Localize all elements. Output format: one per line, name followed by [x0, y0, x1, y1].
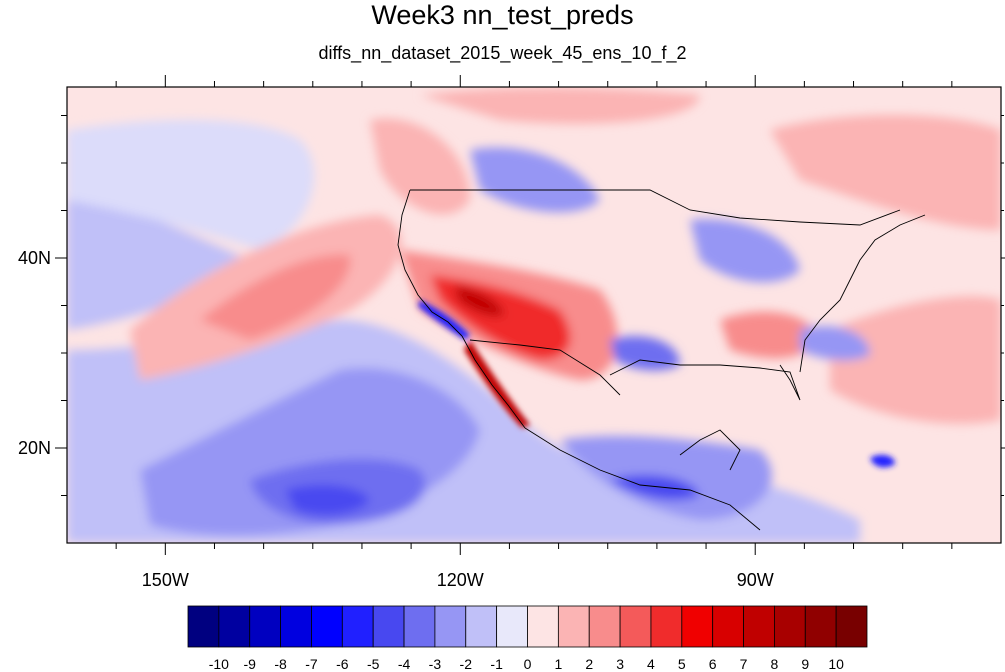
map-title: Week3 nn_test_preds — [371, 0, 634, 30]
pacific-blue-region-west — [67, 190, 250, 330]
colorbar-swatch — [311, 605, 343, 648]
us-west-coast — [397, 189, 463, 337]
coastline-overlay — [397, 189, 926, 531]
colorbar-label: -7 — [305, 656, 318, 672]
colorbar-swatch — [465, 605, 498, 648]
colorbar-label: 5 — [678, 656, 686, 672]
colorbar-swatch — [712, 605, 744, 648]
colorbar-label: 2 — [585, 656, 593, 672]
colorbar-swatch — [187, 605, 220, 648]
sw-red-core — [455, 285, 505, 317]
colorbar-label: 3 — [616, 656, 624, 672]
colorbar-swatch — [804, 605, 837, 648]
us-mexico-border — [469, 339, 621, 396]
colorbar-label: 8 — [771, 656, 779, 672]
plains-blue-region — [470, 147, 600, 213]
yucatan-coast — [679, 429, 741, 471]
colorbar-swatch — [280, 605, 312, 648]
gulf-blue-region — [800, 326, 870, 361]
colorbar-label: 6 — [709, 656, 717, 672]
mexico-coast — [524, 427, 761, 531]
midwest-blue-region — [690, 219, 800, 283]
xtick-label-90W: 90W — [737, 570, 774, 590]
ytick-label-40N: 40N — [18, 248, 51, 268]
colorbar-label: -1 — [490, 656, 503, 672]
colorbar-label: -2 — [460, 656, 473, 672]
axis-ticks — [55, 75, 1005, 555]
colorbar-swatch — [650, 605, 683, 648]
colorbar-label: -4 — [398, 656, 411, 672]
baja-red-streak — [464, 340, 530, 428]
colorbar-label: 9 — [801, 656, 809, 672]
baja-coast — [461, 335, 526, 429]
colorbar-swatch — [588, 605, 621, 648]
map-subtitle: diffs_nn_dataset_2015_week_45_ens_10_f_2 — [318, 43, 687, 63]
atlantic-red-region — [770, 115, 1001, 230]
caribbean-blue-spot — [870, 454, 895, 468]
mexico-blue-core — [610, 475, 700, 500]
colorbar-label: 7 — [740, 656, 748, 672]
pacific-blue-region-north — [67, 120, 315, 250]
colorbar-swatch — [249, 605, 281, 648]
colorbar-swatch — [218, 605, 251, 648]
colorbar-swatch — [743, 605, 775, 648]
us-east-coast — [799, 214, 926, 373]
colorbar-swatch — [557, 605, 590, 648]
colorbar-label: -9 — [244, 656, 257, 672]
colorbar-swatch — [434, 605, 467, 648]
xtick-label-120W: 120W — [437, 570, 484, 590]
gulf-coast — [609, 359, 801, 401]
colorbar-label: 1 — [554, 656, 562, 672]
colorbar-label: -3 — [429, 656, 442, 672]
colorbar-swatch — [835, 605, 868, 648]
colorbar-swatch — [372, 605, 405, 648]
colorbar-label: -5 — [367, 656, 380, 672]
colorbar-swatch — [403, 605, 436, 648]
colorbar-label: -8 — [274, 656, 287, 672]
pacific-blue-core — [285, 484, 370, 516]
texas-blue-region — [610, 336, 680, 371]
atlantic-red-east — [830, 296, 1001, 424]
ytick-label-20N: 20N — [18, 438, 51, 458]
colorbar-label: -10 — [209, 656, 229, 672]
colorbar — [187, 605, 868, 648]
colorbar-labels: -10 -9 -8 -7 -6 -5 -4 -3 -2 -1 0 1 2 3 4 5 6 7 8 9 10 — [209, 656, 844, 672]
xtick-label-150W: 150W — [142, 570, 189, 590]
pacific-red-core — [200, 254, 351, 340]
colorbar-swatch — [527, 605, 559, 648]
colorbar-swatch — [341, 605, 374, 648]
contour-field — [67, 87, 1001, 543]
colorbar-label: 0 — [524, 656, 532, 672]
colorbar-label: -6 — [336, 656, 349, 672]
colorbar-swatch — [774, 605, 806, 648]
colorbar-swatch — [619, 605, 652, 648]
colorbar-swatch — [681, 605, 714, 648]
alaska-red-region — [420, 87, 700, 124]
us-canada-border — [410, 189, 901, 226]
colorbar-label: 4 — [647, 656, 655, 672]
axis-tick-labels: 150W 120W 90W 40N 20N — [18, 248, 774, 590]
plot-frame — [66, 86, 1002, 544]
se-red-region — [720, 311, 820, 359]
colorbar-label: 10 — [828, 656, 844, 672]
colorbar-swatch — [496, 605, 528, 648]
